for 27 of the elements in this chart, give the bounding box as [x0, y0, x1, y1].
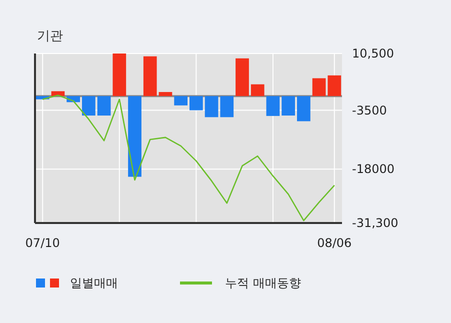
y-tick-label: -3500 — [352, 103, 387, 118]
bar — [266, 96, 280, 116]
bar — [282, 96, 296, 116]
y-tick-label: 10,500 — [352, 46, 394, 60]
y-tick-label: -18000 — [352, 162, 395, 176]
legend-label: 누적 매매동향 — [225, 276, 301, 290]
bar — [250, 84, 264, 96]
bar — [328, 75, 342, 96]
bar — [128, 96, 142, 177]
bar — [190, 96, 203, 110]
bar — [236, 58, 249, 96]
x-tick-label: 08/06 — [317, 236, 352, 250]
line-series — [42, 94, 336, 222]
y-tick-label: -31,300 — [352, 216, 398, 230]
legend-label: 일별매매 — [70, 276, 118, 290]
bar — [220, 96, 234, 118]
bar — [97, 96, 111, 116]
bar — [112, 54, 126, 96]
bar — [82, 96, 96, 116]
bar — [297, 96, 310, 122]
bar — [312, 78, 326, 96]
bar — [158, 92, 172, 96]
bar — [143, 56, 157, 96]
bar — [174, 96, 188, 106]
chart-title: 기관 — [37, 29, 63, 44]
bar — [204, 96, 218, 118]
x-tick-label: 07/10 — [25, 236, 60, 250]
